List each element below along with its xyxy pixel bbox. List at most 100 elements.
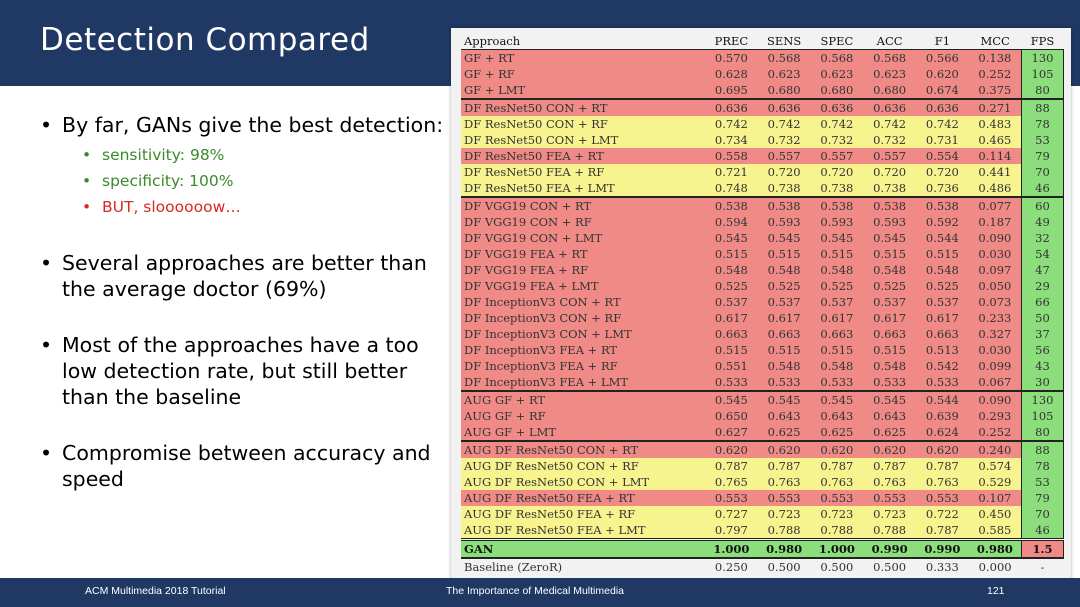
table-cell: 130 bbox=[1021, 390, 1064, 408]
table-cell: 79 bbox=[1021, 490, 1064, 506]
table-cell: 46 bbox=[1021, 522, 1064, 540]
table-cell: 0.187 bbox=[968, 214, 1022, 230]
table-cell: 0.537 bbox=[863, 294, 916, 310]
table-row: DF VGG19 CON + RT 0.538 0.538 0.538 0.538 0.5… bbox=[461, 196, 1064, 214]
table-cell: 0.723 bbox=[757, 506, 811, 522]
table-cell: 0.138 bbox=[968, 49, 1022, 66]
table-cell: 0.545 bbox=[810, 230, 864, 246]
table-cell: 0.548 bbox=[863, 262, 916, 278]
table-cell: 0.695 bbox=[705, 82, 758, 99]
table-cell: 0.554 bbox=[916, 148, 969, 164]
table-cell-approach: Baseline (ZeroR) bbox=[461, 557, 705, 575]
table-cell-approach: DF ResNet50 CON + RT bbox=[461, 98, 705, 116]
table-cell: 0.742 bbox=[705, 116, 758, 132]
table-cell: 0.627 bbox=[705, 424, 758, 441]
table-cell: 0.073 bbox=[968, 294, 1022, 310]
table-cell: 32 bbox=[1021, 230, 1064, 246]
table-cell: 37 bbox=[1021, 326, 1064, 342]
table-cell: 0.788 bbox=[863, 522, 916, 540]
table-cell: 0.734 bbox=[705, 132, 758, 148]
table-cell-approach: DF VGG19 FEA + RF bbox=[461, 262, 705, 278]
table-cell: 0.592 bbox=[916, 214, 969, 230]
table-cell: 0.233 bbox=[968, 310, 1022, 326]
table-cell-approach: DF InceptionV3 FEA + LMT bbox=[461, 374, 705, 391]
table-cell: 0.732 bbox=[863, 132, 916, 148]
sub-bullet-specificity: specificity: 100% bbox=[40, 168, 450, 194]
table-cell: 0.525 bbox=[916, 278, 969, 294]
table-cell: 0.050 bbox=[968, 278, 1022, 294]
table-row: AUG DF ResNet50 CON + RT 0.620 0.620 0.620 0… bbox=[461, 440, 1064, 458]
table-cell: 88 bbox=[1021, 440, 1064, 458]
table-cell: 0.636 bbox=[810, 98, 864, 116]
table-cell: 0.097 bbox=[968, 262, 1022, 278]
table-cell: 0.636 bbox=[757, 98, 811, 116]
table-cell-approach: DF ResNet50 FEA + LMT bbox=[461, 180, 705, 197]
table-cell: 30 bbox=[1021, 374, 1064, 391]
table-cell: 43 bbox=[1021, 358, 1064, 374]
footer-tutorial: ACM Multimedia 2018 Tutorial bbox=[85, 585, 226, 597]
table-cell: 0.545 bbox=[705, 230, 758, 246]
table-cell: 0.271 bbox=[968, 98, 1022, 116]
col-header-prec: PREC bbox=[705, 33, 758, 50]
table-cell: 47 bbox=[1021, 262, 1064, 278]
table-cell: 0.663 bbox=[916, 326, 969, 342]
table-cell: 0.252 bbox=[968, 66, 1022, 82]
table-cell-approach: GAN bbox=[461, 538, 705, 558]
table-cell-approach: AUG DF ResNet50 FEA + RF bbox=[461, 506, 705, 522]
col-header-acc: ACC bbox=[863, 33, 916, 50]
table-cell: 0.570 bbox=[705, 49, 758, 66]
results-table-image: Approach PREC SENS SPEC ACC F1 MCC FPS G… bbox=[451, 28, 1071, 584]
table-cell: 0.732 bbox=[810, 132, 864, 148]
table-cell: 54 bbox=[1021, 246, 1064, 262]
table-cell: 0.533 bbox=[757, 374, 811, 391]
table-cell-approach: DF ResNet50 FEA + RF bbox=[461, 164, 705, 180]
table-row: DF VGG19 CON + LMT 0.545 0.545 0.545 0.545 0.… bbox=[461, 230, 1064, 246]
table-row: DF VGG19 CON + RF 0.594 0.593 0.593 0.593 0.5… bbox=[461, 214, 1064, 230]
table-cell: 0.593 bbox=[863, 214, 916, 230]
table-cell: 0.593 bbox=[757, 214, 811, 230]
table-cell: 0.483 bbox=[968, 116, 1022, 132]
table-cell: 0.515 bbox=[810, 246, 864, 262]
table-cell: 0.617 bbox=[757, 310, 811, 326]
table-cell: 0.788 bbox=[757, 522, 811, 540]
table-cell: 0.548 bbox=[916, 262, 969, 278]
table-row: AUG GF + RT 0.545 0.545 0.545 0.545 0.544 0.09… bbox=[461, 390, 1064, 408]
table-cell: 0.643 bbox=[810, 408, 864, 424]
table-row: GF + RT 0.570 0.568 0.568 0.568 0.566 0.138 130 bbox=[461, 49, 1064, 66]
table-cell: 0.990 bbox=[863, 538, 916, 558]
col-header-mcc: MCC bbox=[968, 33, 1022, 50]
table-cell: 0.548 bbox=[810, 358, 864, 374]
table-row: DF ResNet50 CON + RF 0.742 0.742 0.742 0.742… bbox=[461, 116, 1064, 132]
table-cell: 50 bbox=[1021, 310, 1064, 326]
table-cell-approach: GF + RF bbox=[461, 66, 705, 82]
table-cell: 0.620 bbox=[916, 440, 969, 458]
table-row: AUG DF ResNet50 FEA + RT 0.553 0.553 0.553 0… bbox=[461, 490, 1064, 506]
table-cell: 0.623 bbox=[757, 66, 811, 82]
sub-bullet-sensitivity: sensitivity: 98% bbox=[40, 142, 450, 168]
table-cell: 0.663 bbox=[810, 326, 864, 342]
table-cell: 0.568 bbox=[810, 49, 864, 66]
table-row: GF + LMT 0.695 0.680 0.680 0.680 0.674 0.375 80 bbox=[461, 82, 1064, 99]
table-cell: 0.620 bbox=[863, 440, 916, 458]
table-row: AUG DF ResNet50 FEA + RF 0.727 0.723 0.723 0… bbox=[461, 506, 1064, 522]
table-row: AUG DF ResNet50 CON + LMT 0.765 0.763 0.763… bbox=[461, 474, 1064, 490]
table-cell: 0.980 bbox=[757, 538, 811, 558]
table-cell: 0.765 bbox=[705, 474, 758, 490]
table-cell: 105 bbox=[1021, 408, 1064, 424]
table-cell: - bbox=[1021, 557, 1064, 575]
table-row: DF InceptionV3 FEA + LMT 0.533 0.533 0.533 0… bbox=[461, 374, 1064, 391]
table-cell: 80 bbox=[1021, 424, 1064, 441]
table-cell: 0.625 bbox=[810, 424, 864, 441]
table-cell: 0.067 bbox=[968, 374, 1022, 391]
table-cell: 0.544 bbox=[916, 230, 969, 246]
table-cell: 0.553 bbox=[810, 490, 864, 506]
table-cell: 0.090 bbox=[968, 230, 1022, 246]
table-header-row: Approach PREC SENS SPEC ACC F1 MCC FPS bbox=[461, 33, 1064, 50]
table-cell: 0.787 bbox=[863, 458, 916, 474]
table-cell: 78 bbox=[1021, 116, 1064, 132]
table-cell-approach: DF ResNet50 CON + RF bbox=[461, 116, 705, 132]
table-cell: 0.545 bbox=[757, 390, 811, 408]
table-cell: 0.545 bbox=[863, 390, 916, 408]
table-cell: 0.551 bbox=[705, 358, 758, 374]
table-cell: 0.542 bbox=[916, 358, 969, 374]
